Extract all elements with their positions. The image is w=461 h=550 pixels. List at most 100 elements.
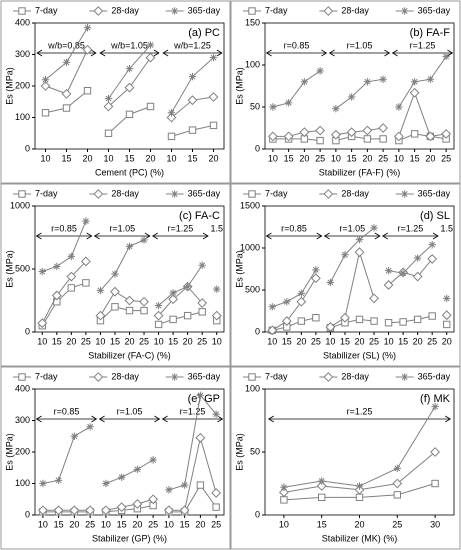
data-point xyxy=(315,125,326,136)
data-point xyxy=(62,58,71,67)
x-tick-label: 10 xyxy=(101,519,111,529)
x-tick-label: 25 xyxy=(211,519,221,529)
x-tick-label: 10 xyxy=(37,336,47,346)
x-tick-label: 10 xyxy=(166,153,176,163)
data-point xyxy=(125,64,134,73)
x-tick-label: 10 xyxy=(331,153,341,163)
arrow-head xyxy=(161,415,224,423)
data-point xyxy=(431,402,439,411)
data-point xyxy=(53,262,61,271)
data-point xyxy=(116,502,127,513)
legend-label: 28-day xyxy=(341,5,369,15)
data-point xyxy=(180,481,189,489)
series-line xyxy=(42,426,91,484)
panel-title: (a) PC xyxy=(188,27,220,39)
data-point xyxy=(167,109,176,117)
y-axis-label: Es (MPa) xyxy=(4,433,14,471)
data-point xyxy=(80,256,91,267)
y-tick-label: 100 xyxy=(245,59,260,69)
data-point xyxy=(133,465,142,474)
arrow-head xyxy=(323,232,381,240)
series-line xyxy=(398,91,447,137)
data-point xyxy=(83,24,92,32)
x-tick-label: 20 xyxy=(66,336,76,346)
annotation: r=1.05 xyxy=(339,223,365,233)
y-tick-label: 400 xyxy=(15,383,30,393)
x-tick-label: 15 xyxy=(187,153,197,163)
y-tick-label: 100 xyxy=(15,112,30,122)
data-point xyxy=(355,315,364,324)
legend-label: 365-day xyxy=(188,5,221,15)
data-point xyxy=(369,293,379,304)
data-point xyxy=(82,217,90,225)
data-point xyxy=(132,499,143,509)
y-tick-label: 100 xyxy=(245,383,260,393)
data-point xyxy=(53,505,64,516)
arrow-head xyxy=(381,232,439,240)
legend-marker xyxy=(18,373,26,381)
data-point xyxy=(213,285,221,293)
y-tick-label: 0 xyxy=(25,143,30,153)
x-tick-label: 25 xyxy=(378,153,388,163)
y-tick-label: 300 xyxy=(15,415,30,425)
data-point xyxy=(441,128,452,139)
x-tick-label: 20 xyxy=(425,153,435,163)
annotation: w/b=1.05 xyxy=(110,40,148,50)
data-point xyxy=(370,317,378,325)
series-line xyxy=(335,135,384,142)
data-point xyxy=(51,290,62,301)
x-tick-label: 25 xyxy=(441,153,451,163)
series-line xyxy=(272,130,321,137)
series-line xyxy=(398,56,447,108)
x-tick-label: 10 xyxy=(164,519,174,529)
y-tick-label: 0 xyxy=(255,143,260,153)
data-point xyxy=(140,306,148,315)
legend-marker xyxy=(170,373,179,381)
x-tick-label: 25 xyxy=(81,336,91,346)
series-line xyxy=(105,505,154,513)
x-axis-label: Stabilizer (SL) (%) xyxy=(323,350,396,360)
data-point xyxy=(209,53,218,62)
data-point xyxy=(154,301,163,310)
panel-title: (f) MK xyxy=(420,393,451,405)
data-point xyxy=(117,473,126,481)
x-tick-label: 20 xyxy=(69,519,79,529)
x-tick-label: 25 xyxy=(392,519,402,529)
data-point xyxy=(124,295,135,306)
data-point xyxy=(332,104,340,113)
data-point xyxy=(412,271,423,282)
x-tick-label: 15 xyxy=(124,153,134,163)
x-tick-label: 10 xyxy=(384,336,394,346)
series-line xyxy=(168,437,217,511)
x-axis-label: Stabilizer (MK) (%) xyxy=(322,533,398,543)
panel-frame xyxy=(0,366,231,550)
series-line xyxy=(41,282,87,326)
x-tick-label: 10 xyxy=(95,336,105,346)
data-point xyxy=(183,311,192,320)
data-point xyxy=(212,503,220,511)
data-point xyxy=(413,315,422,324)
legend-label: 7-day xyxy=(265,188,288,198)
data-point xyxy=(54,476,63,485)
y-tick-label: 200 xyxy=(15,446,30,456)
x-axis-label: Stabilizer (FA-F) (%) xyxy=(319,167,401,177)
data-point xyxy=(283,298,291,306)
data-point xyxy=(346,127,357,138)
legend-marker xyxy=(400,7,409,15)
x-tick-label: 20 xyxy=(195,519,205,529)
legend-marker xyxy=(248,7,256,15)
panel-frame xyxy=(230,366,461,550)
y-tick-label: 100 xyxy=(15,478,30,488)
data-point xyxy=(393,131,404,142)
annotation: r=1.25 xyxy=(167,223,193,233)
data-point xyxy=(62,104,71,112)
data-point xyxy=(208,92,219,102)
data-point xyxy=(355,493,364,502)
arrow-head xyxy=(265,49,328,57)
data-point xyxy=(125,242,134,251)
series-line xyxy=(335,78,384,110)
annotation: r=1.25 xyxy=(180,406,206,416)
data-point xyxy=(354,247,365,258)
x-tick-label: 20 xyxy=(296,336,306,346)
panel-frame xyxy=(230,183,461,367)
